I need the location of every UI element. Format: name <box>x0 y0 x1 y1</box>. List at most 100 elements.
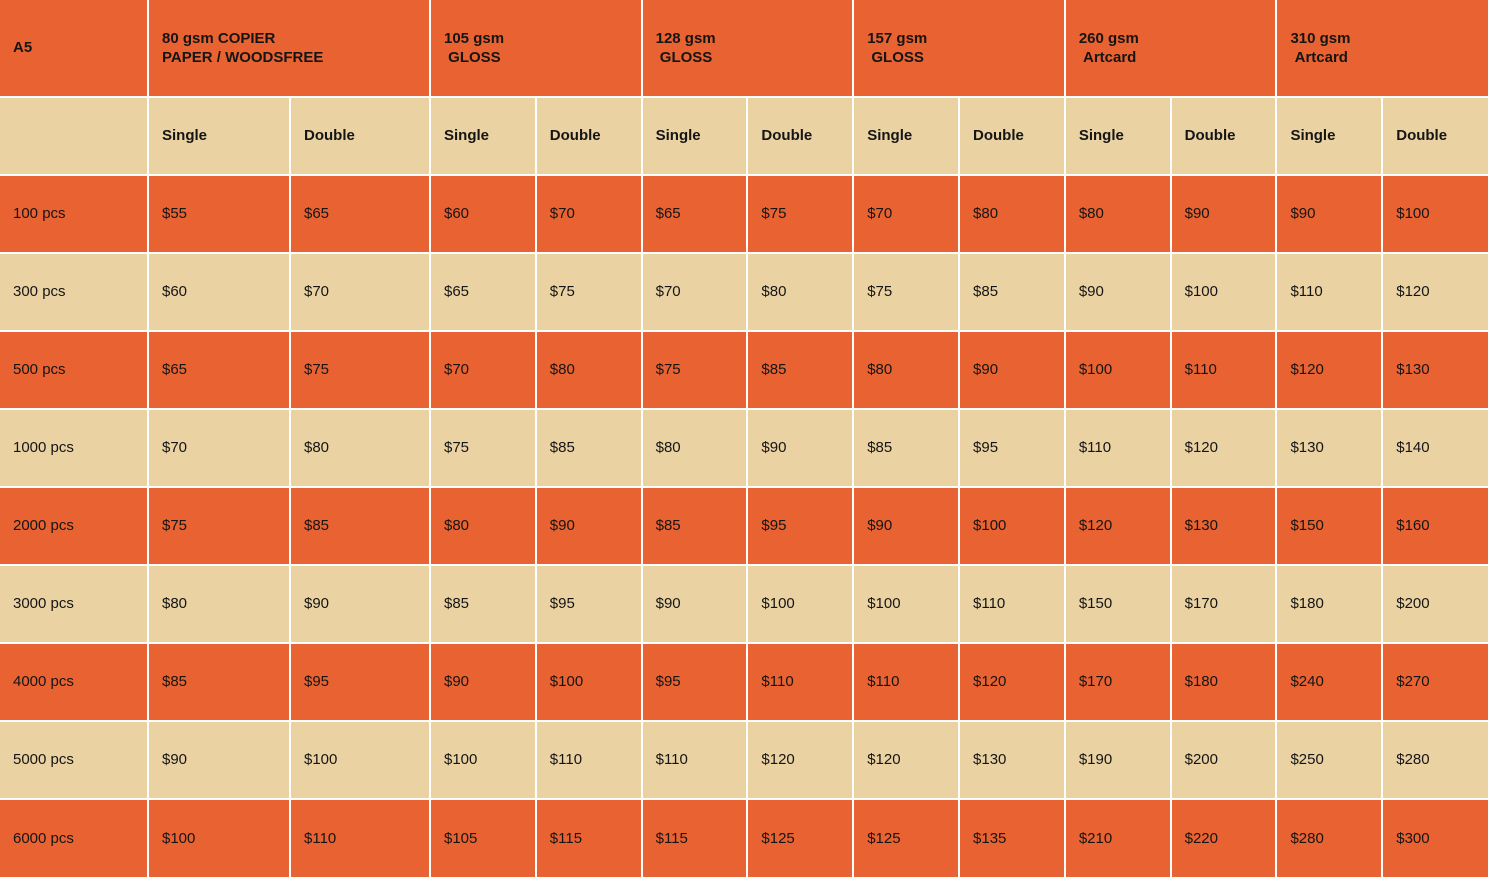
double-header: Double <box>746 96 855 176</box>
price-cell: $95 <box>289 642 431 722</box>
price-cell: $75 <box>852 252 961 332</box>
price-cell: $120 <box>1169 408 1278 488</box>
table-row: 4000 pcs $85 $95 $90 $100 $95 $110 $110 $120 $170… <box>0 642 1488 722</box>
price-cell: $70 <box>852 174 961 254</box>
single-header: Single <box>1063 96 1172 176</box>
price-cell: $110 <box>958 564 1066 644</box>
quantity-cell: 2000 pcs <box>0 486 149 566</box>
price-cell: $120 <box>852 720 961 800</box>
price-cell: $95 <box>746 486 855 566</box>
quantity-cell: 500 pcs <box>0 330 149 410</box>
price-cell: $170 <box>1063 642 1172 722</box>
price-cell: $85 <box>958 252 1066 332</box>
price-cell: $105 <box>429 798 537 877</box>
paper-type-header: 260 gsm Artcard <box>1063 0 1278 98</box>
price-cell: $100 <box>534 642 643 722</box>
price-cell: $120 <box>1063 486 1172 566</box>
table-row: 3000 pcs $80 $90 $85 $95 $90 $100 $100 $110 $150 $… <box>0 564 1488 644</box>
price-cell: $240 <box>1275 642 1384 722</box>
price-cell: $60 <box>147 252 291 332</box>
price-cell: $90 <box>534 486 643 566</box>
price-cell: $130 <box>1381 330 1488 410</box>
price-cell: $125 <box>852 798 961 877</box>
quantity-cell: 300 pcs <box>0 252 149 332</box>
price-cell: $85 <box>852 408 961 488</box>
price-cell: $100 <box>958 486 1066 566</box>
single-header: Single <box>640 96 749 176</box>
size-label: A5 <box>0 0 149 98</box>
table-header: A5 80 gsm COPIER PAPER / WOODSFREE 105 gsm… <box>0 0 1488 176</box>
single-header: Single <box>429 96 537 176</box>
table-row: 5000 pcs $90 $100 $100 $110 $110 $120 $120 $130 $… <box>0 720 1488 800</box>
price-cell: $180 <box>1169 642 1278 722</box>
price-cell: $80 <box>746 252 855 332</box>
price-cell: $80 <box>429 486 537 566</box>
table-row: 100 pcs $55 $65 $60 $70 $65 $75 $70 $80 $80 $90 $90… <box>0 174 1488 254</box>
price-cell: $90 <box>289 564 431 644</box>
double-header: Double <box>289 96 431 176</box>
price-cell: $100 <box>1169 252 1278 332</box>
price-cell: $65 <box>640 174 749 254</box>
price-cell: $85 <box>746 330 855 410</box>
price-cell: $70 <box>429 330 537 410</box>
single-header: Single <box>1275 96 1384 176</box>
price-cell: $80 <box>534 330 643 410</box>
price-cell: $120 <box>1275 330 1384 410</box>
price-cell: $90 <box>147 720 291 800</box>
single-double-header-row: Single Double Single Double Single Double Sing… <box>0 96 1488 176</box>
price-cell: $65 <box>147 330 291 410</box>
price-cell: $85 <box>289 486 431 566</box>
price-cell: $110 <box>852 642 961 722</box>
single-header: Single <box>147 96 291 176</box>
blank-corner-cell <box>0 96 149 176</box>
double-header: Double <box>958 96 1066 176</box>
price-cell: $110 <box>1275 252 1384 332</box>
price-cell: $210 <box>1063 798 1172 877</box>
table-row: 500 pcs $65 $75 $70 $80 $75 $85 $80 $90 $100 $110 $… <box>0 330 1488 410</box>
price-cell: $280 <box>1275 798 1384 877</box>
paper-type-header: 157 gsm GLOSS <box>852 0 1066 98</box>
price-cell: $140 <box>1381 408 1488 488</box>
price-cell: $90 <box>429 642 537 722</box>
price-cell: $110 <box>289 798 431 877</box>
price-cell: $70 <box>640 252 749 332</box>
price-cell: $200 <box>1381 564 1488 644</box>
price-cell: $75 <box>640 330 749 410</box>
price-cell: $120 <box>958 642 1066 722</box>
price-cell: $110 <box>1169 330 1278 410</box>
price-cell: $95 <box>640 642 749 722</box>
price-cell: $90 <box>1169 174 1278 254</box>
price-cell: $80 <box>1063 174 1172 254</box>
price-cell: $55 <box>147 174 291 254</box>
quantity-cell: 1000 pcs <box>0 408 149 488</box>
price-cell: $220 <box>1169 798 1278 877</box>
price-cell: $100 <box>852 564 961 644</box>
paper-type-header: 105 gsm GLOSS <box>429 0 643 98</box>
price-cell: $75 <box>289 330 431 410</box>
single-header: Single <box>852 96 961 176</box>
paper-type-header: 310 gsm Artcard <box>1275 0 1488 98</box>
quantity-cell: 100 pcs <box>0 174 149 254</box>
price-cell: $80 <box>147 564 291 644</box>
price-cell: $250 <box>1275 720 1384 800</box>
price-cell: $100 <box>289 720 431 800</box>
price-cell: $75 <box>147 486 291 566</box>
price-cell: $110 <box>1063 408 1172 488</box>
price-cell: $110 <box>534 720 643 800</box>
price-cell: $190 <box>1063 720 1172 800</box>
price-cell: $90 <box>1063 252 1172 332</box>
price-cell: $150 <box>1063 564 1172 644</box>
price-cell: $85 <box>640 486 749 566</box>
price-cell: $115 <box>640 798 749 877</box>
table-row: 6000 pcs $100 $110 $105 $115 $115 $125 $125 $135… <box>0 798 1488 877</box>
price-cell: $150 <box>1275 486 1384 566</box>
quantity-cell: 5000 pcs <box>0 720 149 800</box>
price-cell: $75 <box>746 174 855 254</box>
price-cell: $65 <box>289 174 431 254</box>
price-cell: $120 <box>746 720 855 800</box>
price-cell: $85 <box>429 564 537 644</box>
price-cell: $100 <box>1063 330 1172 410</box>
table-row: 300 pcs $60 $70 $65 $75 $70 $80 $75 $85 $90 $100 $1… <box>0 252 1488 332</box>
price-cell: $80 <box>852 330 961 410</box>
price-cell: $75 <box>429 408 537 488</box>
